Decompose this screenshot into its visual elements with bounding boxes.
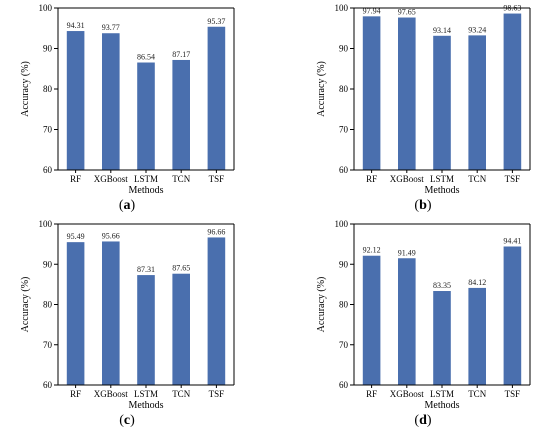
y-tick-label: 60 (43, 165, 53, 175)
x-tick-label: LSTM (430, 389, 454, 399)
data-label: 83.35 (433, 281, 451, 290)
x-axis-title: Methods (129, 185, 164, 196)
x-tick-label: TSF (505, 389, 521, 399)
x-axis-title: Methods (425, 400, 460, 411)
bar-tsf (503, 13, 522, 171)
x-tick-label: XGBoost (94, 174, 129, 184)
y-tick-label: 100 (39, 219, 53, 229)
y-tick-label: 70 (339, 125, 349, 135)
bar-rf (66, 242, 85, 385)
y-tick-label: 80 (43, 300, 53, 310)
data-label: 86.54 (137, 53, 155, 62)
bar-tsf (503, 246, 522, 385)
y-tick-label: 70 (339, 340, 349, 350)
bar-xgboost (102, 241, 120, 385)
y-tick-label: 90 (339, 44, 349, 54)
y-axis-title: Accuracy (%) (316, 277, 327, 333)
x-tick-label: XGBoost (390, 174, 425, 184)
bar-rf (362, 255, 381, 385)
x-axis-title: Methods (425, 185, 460, 196)
bar-lstm (137, 62, 155, 170)
y-tick-label: 100 (335, 219, 349, 229)
x-tick-label: TSF (209, 389, 225, 399)
data-label: 93.14 (433, 26, 451, 35)
data-label: 84.12 (468, 278, 486, 287)
bar-tcn (172, 273, 190, 385)
x-tick-label: LSTM (134, 389, 158, 399)
x-tick-label: RF (70, 389, 81, 399)
bar-lstm (137, 275, 155, 385)
x-tick-label: TCN (172, 389, 191, 399)
x-tick-label: RF (366, 174, 377, 184)
x-tick-label: TCN (468, 389, 487, 399)
y-tick-label: 60 (339, 380, 349, 390)
x-tick-label: TSF (209, 174, 225, 184)
y-tick-label: 90 (43, 44, 53, 54)
bar-lstm (433, 35, 451, 170)
data-label: 93.77 (102, 23, 120, 32)
y-tick-label: 70 (43, 340, 53, 350)
data-label: 87.31 (137, 265, 155, 274)
y-tick-label: 60 (339, 165, 349, 175)
bar-tcn (468, 287, 486, 385)
x-tick-label: LSTM (430, 174, 454, 184)
data-label: 91.49 (398, 248, 416, 257)
data-label: 87.17 (172, 50, 190, 59)
data-label: 94.41 (503, 236, 521, 245)
panel-label-d: (d) (414, 413, 432, 428)
data-label: 96.66 (207, 227, 225, 236)
y-tick-label: 100 (335, 3, 349, 13)
x-tick-label: RF (70, 174, 81, 184)
x-tick-label: RF (366, 389, 377, 399)
bar-xgboost (398, 17, 416, 170)
chart-b: 97.94RF97.65XGBoost93.14LSTM93.24TCN98.6… (316, 3, 531, 196)
panel-label-b: (b) (414, 198, 432, 213)
y-axis-title: Accuracy (%) (20, 61, 31, 117)
x-tick-label: TSF (505, 174, 521, 184)
data-label: 97.94 (363, 6, 381, 15)
chart-a: 94.31 RF 93.77 XGBoost 86.54 LSTM 87.17 TCN 95.3… (20, 3, 235, 196)
x-tick-label: XGBoost (94, 389, 129, 399)
chart-d: 92.12 RF 91.49 XGBoost 83.35 LSTM 84.12 TCN 94.4… (316, 219, 531, 411)
x-axis-title: Methods (129, 400, 164, 411)
y-tick-label: 80 (43, 84, 53, 94)
bar-xgboost (398, 258, 416, 385)
bar-tcn (172, 59, 190, 170)
data-label: 95.49 (67, 232, 85, 241)
y-tick-label: 90 (339, 259, 349, 269)
data-label: 94.31 (67, 21, 85, 30)
y-axis-title: Accuracy (%) (20, 277, 31, 333)
x-tick-label: XGBoost (390, 389, 425, 399)
data-label: 95.66 (102, 231, 120, 240)
x-tick-label: TCN (172, 174, 191, 184)
chart-c: 95.49 RF 95.66 XGBoost 87.31 LSTM 87.65 TCN 96.6… (20, 219, 235, 411)
y-tick-label: 100 (39, 3, 53, 13)
data-label: 97.65 (398, 8, 416, 17)
y-tick-label: 90 (43, 259, 53, 269)
panel-label-a: (a) (118, 198, 136, 213)
y-tick-label: 70 (43, 125, 53, 135)
data-label: 92.12 (363, 246, 381, 255)
data-label: 95.37 (207, 17, 225, 26)
bar-rf (362, 16, 381, 170)
panel-label-c: (c) (119, 413, 135, 428)
bar-tsf (207, 237, 226, 385)
bar-tsf (207, 26, 226, 171)
bar-xgboost (102, 33, 120, 170)
bar-tcn (468, 35, 486, 171)
y-axis-title: Accuracy (%) (316, 61, 327, 117)
y-tick-label: 80 (339, 300, 349, 310)
y-tick-label: 80 (339, 84, 349, 94)
x-tick-label: TCN (468, 174, 487, 184)
data-label: 93.24 (468, 25, 486, 34)
bar-rf (66, 31, 85, 171)
x-tick-label: LSTM (134, 174, 158, 184)
bar-lstm (433, 291, 451, 385)
data-label: 87.65 (172, 264, 190, 273)
y-tick-label: 60 (43, 380, 53, 390)
